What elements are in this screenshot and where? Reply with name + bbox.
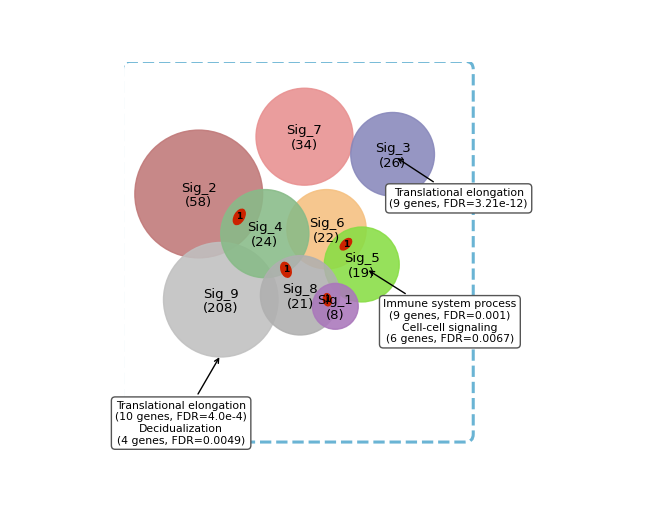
Text: Sig_6: Sig_6 [309, 217, 344, 230]
Text: 1: 1 [324, 295, 330, 304]
Text: (19): (19) [348, 267, 375, 280]
Text: (22): (22) [313, 232, 340, 245]
Circle shape [324, 227, 399, 302]
Text: (8): (8) [326, 308, 344, 322]
Ellipse shape [281, 262, 291, 277]
Text: 1: 1 [236, 212, 242, 221]
Text: (26): (26) [379, 157, 406, 169]
Ellipse shape [323, 294, 332, 306]
Text: Sig_8: Sig_8 [282, 283, 318, 296]
Text: Sig_7: Sig_7 [287, 125, 322, 138]
Text: Sig_3: Sig_3 [375, 142, 411, 155]
Circle shape [287, 190, 366, 269]
Text: Sig_5: Sig_5 [344, 252, 380, 265]
Circle shape [351, 112, 434, 196]
Text: (34): (34) [291, 139, 318, 152]
Circle shape [313, 283, 358, 329]
Text: Sig_4: Sig_4 [247, 221, 283, 234]
Circle shape [256, 88, 353, 185]
Text: Translational elongation
(10 genes, FDR=4.0e-4)
Decidualization
(4 genes, FDR=0.: Translational elongation (10 genes, FDR=… [115, 358, 247, 445]
Text: Sig_2: Sig_2 [181, 182, 216, 195]
Circle shape [261, 255, 340, 335]
Text: 1: 1 [283, 265, 289, 274]
Text: Sig_9: Sig_9 [203, 287, 239, 300]
Text: Sig_1: Sig_1 [317, 294, 353, 307]
Ellipse shape [340, 238, 352, 250]
Text: Immune system process
(9 genes, FDR=0.001)
Cell-cell signaling
(6 genes, FDR=0.0: Immune system process (9 genes, FDR=0.00… [370, 271, 517, 344]
Text: 1: 1 [343, 239, 349, 249]
Circle shape [221, 190, 309, 278]
Text: (208): (208) [203, 302, 239, 315]
Text: (24): (24) [252, 236, 278, 249]
Text: (21): (21) [287, 298, 314, 311]
Circle shape [164, 243, 278, 357]
Text: (58): (58) [185, 196, 213, 209]
Circle shape [135, 130, 263, 258]
Ellipse shape [233, 209, 245, 225]
Text: Translational elongation
(9 genes, FDR=3.21e-12): Translational elongation (9 genes, FDR=3… [389, 159, 528, 209]
